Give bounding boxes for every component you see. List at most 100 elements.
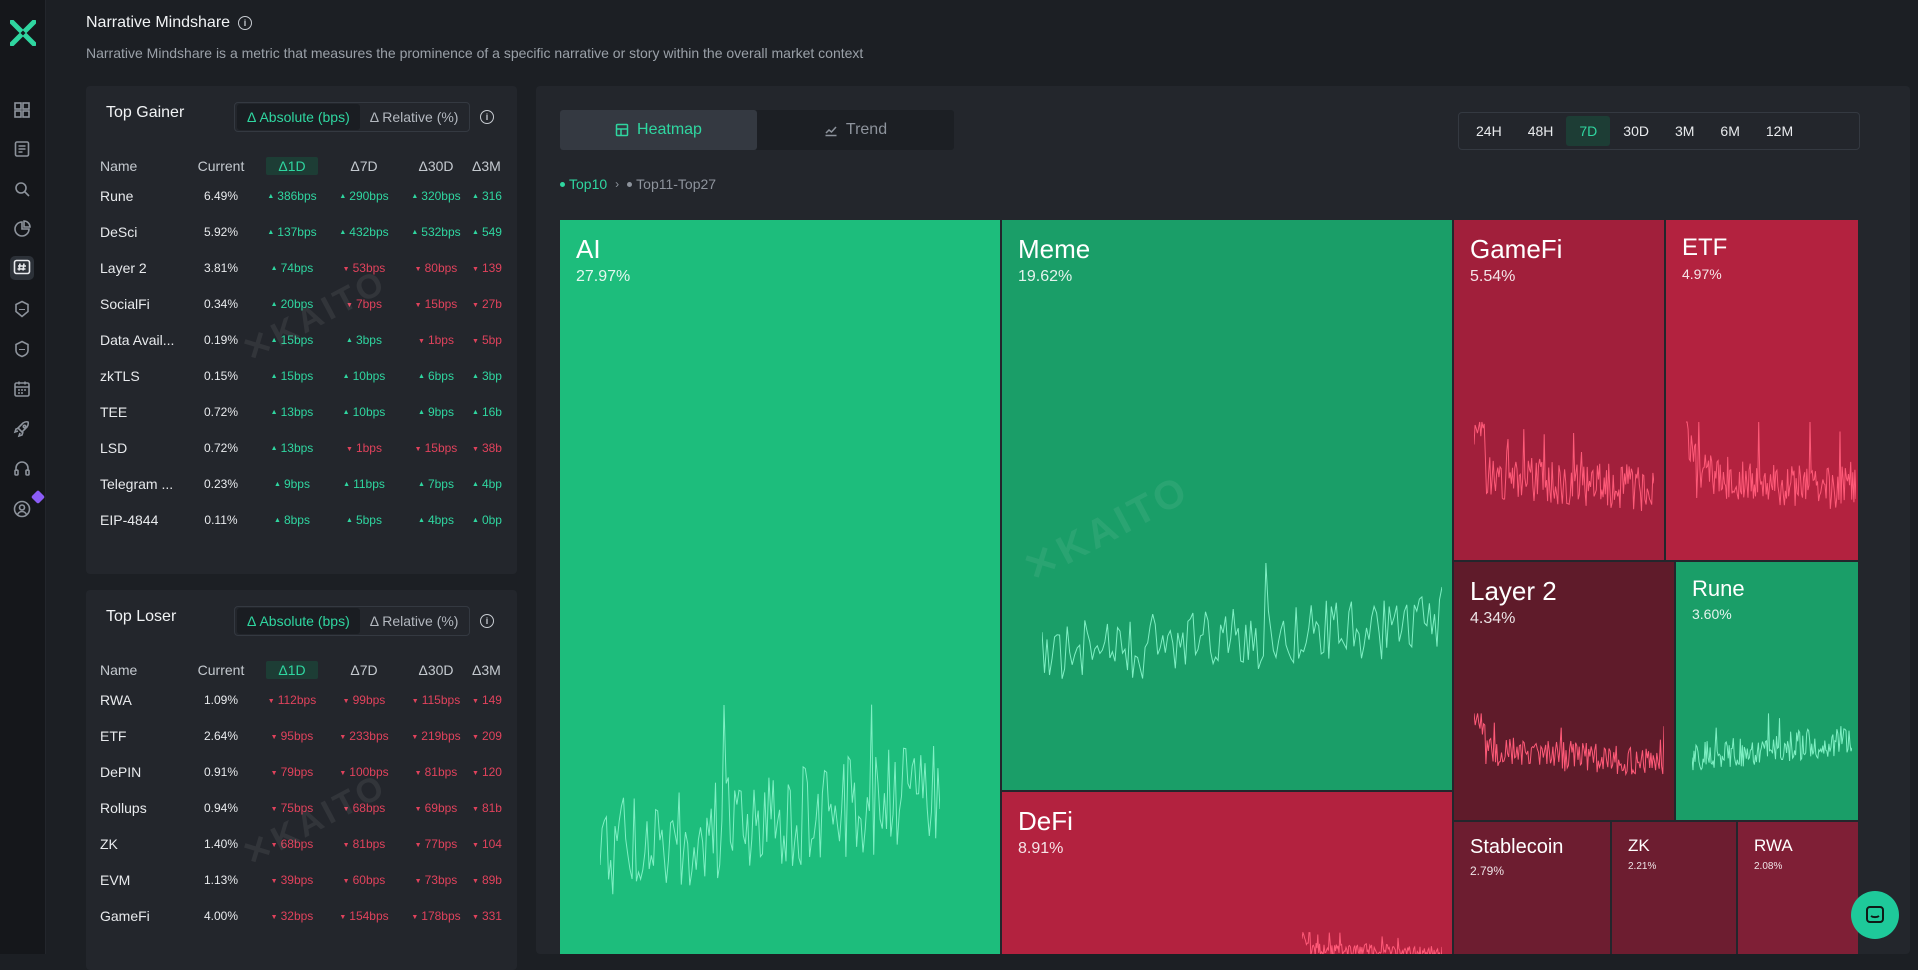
row-d1: 68bps bbox=[256, 826, 328, 862]
treemap-tile-rune[interactable]: Rune 3.60% bbox=[1676, 562, 1858, 820]
info-icon[interactable]: i bbox=[238, 16, 253, 30]
nft-shield-icon[interactable] bbox=[10, 297, 34, 321]
table-row[interactable]: GameFi 4.00% 32bps154bps178bps331 bbox=[98, 898, 502, 934]
time-range-24h[interactable]: 24H bbox=[1476, 123, 1502, 139]
row-current: 1.09% bbox=[203, 693, 239, 707]
table-row[interactable]: Data Avail... 0.19% 15bps3bps1bps5bp bbox=[98, 322, 502, 358]
chat-support-button[interactable] bbox=[1851, 891, 1899, 939]
treemap-tile-meme[interactable]: Meme 19.62% bbox=[1002, 220, 1452, 790]
col-current[interactable]: Current bbox=[197, 158, 245, 174]
breadcrumb-top10[interactable]: Top10 bbox=[560, 176, 607, 192]
table-row[interactable]: DePIN 0.91% 79bps100bps81bps120 bbox=[98, 754, 502, 790]
table-row[interactable]: ZK 1.40% 68bps81bps77bps104 bbox=[98, 826, 502, 862]
table-row[interactable]: LSD 0.72% 13bps1bps15bps38b bbox=[98, 430, 502, 466]
calendar-icon[interactable] bbox=[10, 377, 34, 401]
time-range-48h[interactable]: 48H bbox=[1527, 123, 1554, 139]
pie-chart-icon[interactable] bbox=[10, 217, 34, 241]
treemap-tile-layer-2[interactable]: Layer 2 4.34% bbox=[1454, 562, 1674, 820]
col-d7[interactable]: Δ7D bbox=[350, 158, 378, 174]
col-d3m[interactable]: Δ3M bbox=[472, 662, 501, 678]
absolute-bps-option[interactable]: Δ Absolute (bps) bbox=[237, 608, 360, 634]
row-d7: 99bps bbox=[328, 682, 400, 718]
treemap-tile-zk[interactable]: ZK 2.21% bbox=[1612, 822, 1736, 954]
tab-heatmap[interactable]: Heatmap bbox=[560, 110, 757, 150]
table-row[interactable]: EVM 1.13% 39bps60bps73bps89b bbox=[98, 862, 502, 898]
row-name: EVM bbox=[100, 872, 131, 888]
table-row[interactable]: RWA 1.09% 112bps99bps115bps149 bbox=[98, 682, 502, 718]
trend-icon bbox=[825, 126, 837, 137]
chat-icon bbox=[1866, 906, 1884, 923]
row-name: ETF bbox=[100, 728, 127, 744]
table-header-row: Name Current Δ1D Δ7D Δ30D Δ3M bbox=[98, 658, 502, 682]
row-name: TEE bbox=[100, 404, 128, 420]
col-name[interactable]: Name bbox=[100, 662, 138, 678]
col-d3m[interactable]: Δ3M bbox=[472, 158, 501, 174]
treemap-tile-etf[interactable]: ETF 4.97% bbox=[1666, 220, 1858, 560]
row-d3m: 120 bbox=[472, 754, 502, 790]
time-range-12m[interactable]: 12M bbox=[1765, 123, 1794, 139]
top-gainer-table: Name Current Δ1D Δ7D Δ30D Δ3M Rune 6.49% 3… bbox=[98, 154, 502, 538]
breadcrumb-top11-27[interactable]: Top11-Top27 bbox=[627, 176, 716, 192]
tile-name: Rune bbox=[1692, 576, 1745, 601]
col-current[interactable]: Current bbox=[197, 662, 245, 678]
sparkline bbox=[1686, 421, 1856, 509]
row-d1: 13bps bbox=[256, 394, 328, 430]
col-d7[interactable]: Δ7D bbox=[350, 662, 378, 678]
row-d3m: 5bp bbox=[472, 322, 502, 358]
kaito-logo-icon[interactable] bbox=[10, 20, 36, 46]
search-icon[interactable] bbox=[10, 177, 34, 201]
row-d30: 4bps bbox=[400, 502, 472, 538]
top-loser-table: Name Current Δ1D Δ7D Δ30D Δ3M RWA 1.09% 11… bbox=[98, 658, 502, 934]
relative-percent-option[interactable]: Δ Relative (%) bbox=[369, 613, 459, 629]
time-range-7d[interactable]: 7D bbox=[1566, 116, 1611, 146]
row-name: DeSci bbox=[100, 224, 138, 240]
absolute-bps-option[interactable]: Δ Absolute (bps) bbox=[237, 104, 360, 130]
row-name: Rune bbox=[100, 188, 134, 204]
headphones-icon[interactable] bbox=[10, 456, 34, 480]
treemap-tile-gamefi[interactable]: GameFi 5.54% bbox=[1454, 220, 1664, 560]
table-row[interactable]: Telegram ... 0.23% 9bps11bps7bps4bp bbox=[98, 466, 502, 502]
document-icon[interactable] bbox=[10, 137, 34, 161]
gainer-mode-toggle: Δ Absolute (bps) Δ Relative (%) bbox=[234, 102, 470, 132]
table-row[interactable]: EIP-4844 0.11% 8bps5bps4bps0bp bbox=[98, 502, 502, 538]
time-range-6m[interactable]: 6M bbox=[1720, 123, 1740, 139]
table-row[interactable]: Rollups 0.94% 75bps68bps69bps81b bbox=[98, 790, 502, 826]
top-gainer-title: Top Gainer bbox=[106, 104, 185, 121]
treemap-tile-stablecoin[interactable]: Stablecoin 2.79% bbox=[1454, 822, 1610, 954]
row-d1: 137bps bbox=[256, 214, 328, 250]
col-d30[interactable]: Δ30D bbox=[418, 662, 454, 678]
breadcrumb: Top10 › Top11-Top27 bbox=[560, 176, 716, 192]
row-current: 0.23% bbox=[203, 477, 239, 491]
col-d30[interactable]: Δ30D bbox=[418, 158, 454, 174]
table-row[interactable]: DeSci 5.92% 137bps432bps532bps549 bbox=[98, 214, 502, 250]
relative-percent-option[interactable]: Δ Relative (%) bbox=[369, 109, 459, 125]
treemap-tile-ai[interactable]: AI 27.97% bbox=[560, 220, 1000, 954]
time-range-3m[interactable]: 3M bbox=[1674, 123, 1695, 139]
dashboard-icon[interactable] bbox=[10, 98, 34, 122]
row-current: 1.13% bbox=[203, 873, 239, 887]
row-name: EIP-4844 bbox=[100, 512, 159, 528]
treemap-tile-rwa[interactable]: RWA 2.08% bbox=[1738, 822, 1858, 954]
tab-trend[interactable]: Trend bbox=[757, 110, 954, 150]
row-d7: 81bps bbox=[328, 826, 400, 862]
col-d1[interactable]: Δ1D bbox=[256, 154, 328, 178]
col-name[interactable]: Name bbox=[100, 158, 138, 174]
loser-info-icon[interactable]: i bbox=[480, 614, 494, 628]
table-row[interactable]: Rune 6.49% 386bps290bps320bps316 bbox=[98, 178, 502, 214]
table-row[interactable]: TEE 0.72% 13bps10bps9bps16b bbox=[98, 394, 502, 430]
table-row[interactable]: ETF 2.64% 95bps233bps219bps209 bbox=[98, 718, 502, 754]
row-d3m: 16b bbox=[472, 394, 502, 430]
gainer-info-icon[interactable]: i bbox=[480, 110, 494, 124]
time-range-30d[interactable]: 30D bbox=[1623, 123, 1649, 139]
hashtag-icon[interactable] bbox=[10, 256, 34, 280]
tile-percent: 19.62% bbox=[1018, 268, 1073, 285]
col-d1[interactable]: Δ1D bbox=[256, 658, 328, 682]
user-icon[interactable] bbox=[10, 497, 34, 521]
treemap-tile-defi[interactable]: DeFi 8.91% bbox=[1002, 792, 1452, 954]
table-row[interactable]: zkTLS 0.15% 15bps10bps6bps3bp bbox=[98, 358, 502, 394]
rocket-icon[interactable] bbox=[10, 417, 34, 441]
table-row[interactable]: Layer 2 3.81% 74bps53bps80bps139 bbox=[98, 250, 502, 286]
sol-shield-icon[interactable] bbox=[10, 337, 34, 361]
row-name: GameFi bbox=[100, 908, 150, 924]
table-row[interactable]: SocialFi 0.34% 20bps7bps15bps27b bbox=[98, 286, 502, 322]
